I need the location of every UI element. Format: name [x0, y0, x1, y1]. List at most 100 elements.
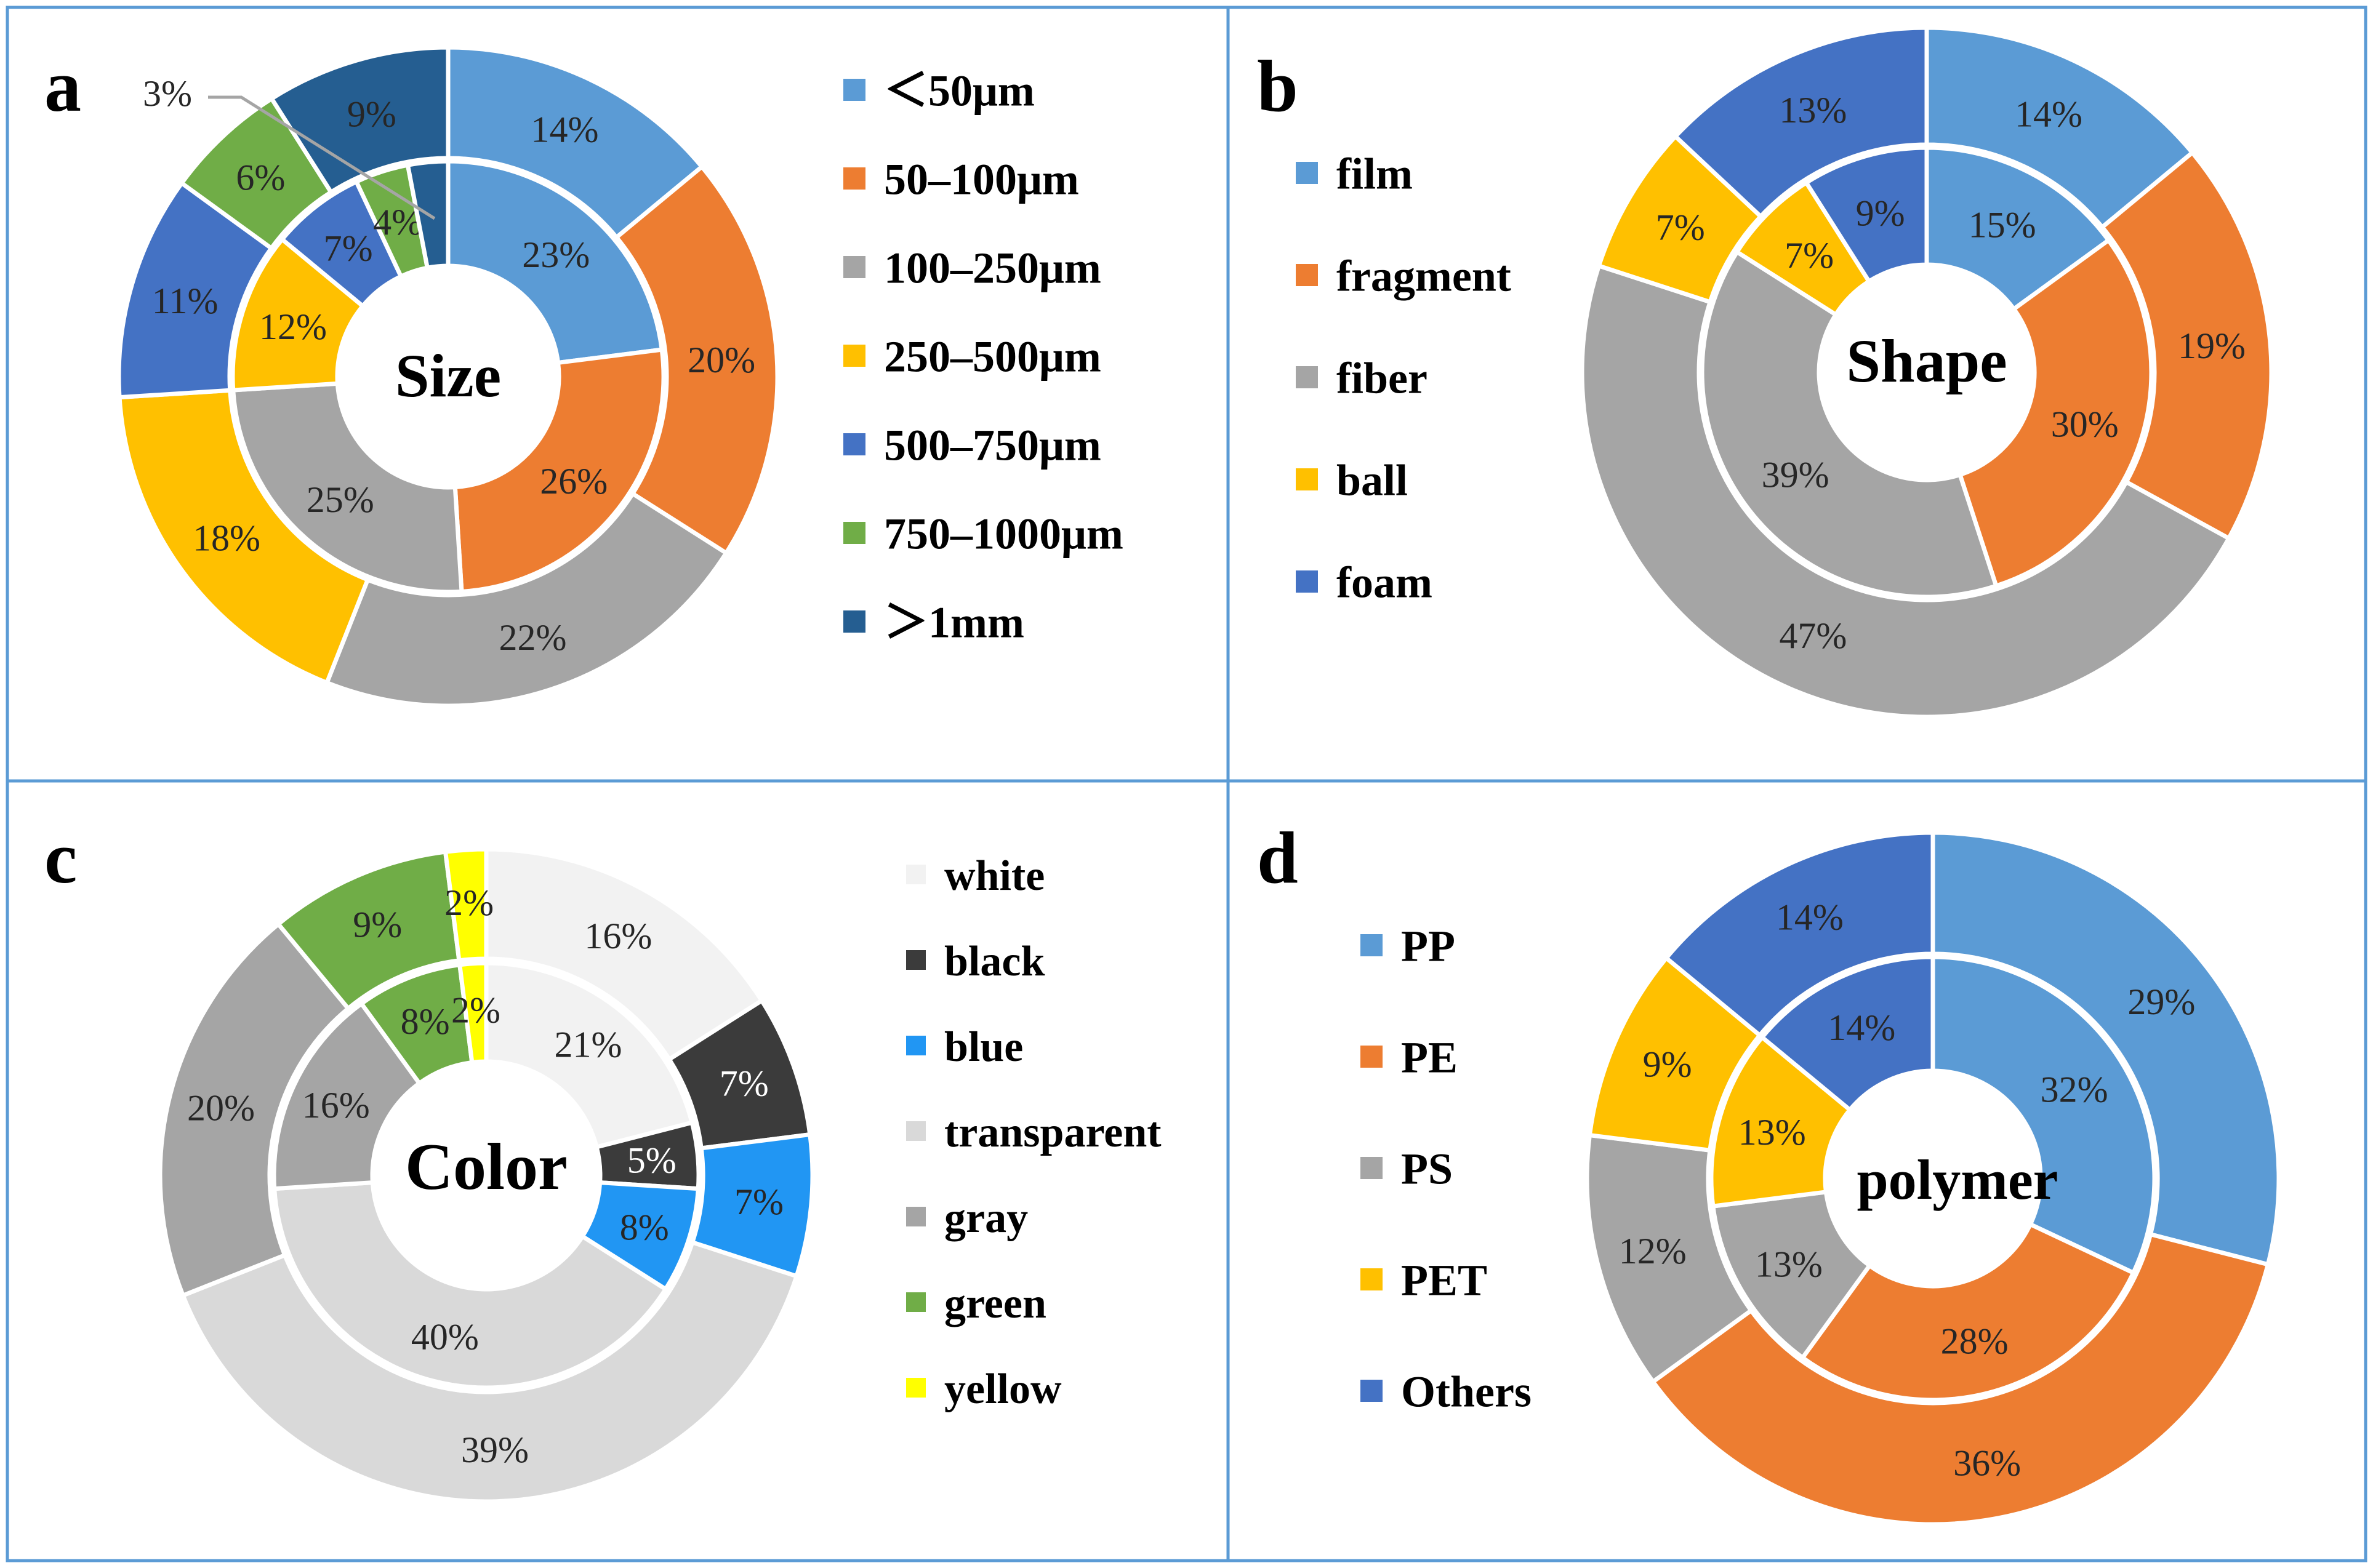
color-legend-swatch-blue	[906, 1036, 926, 1055]
color-legend-swatch-black	[906, 950, 926, 970]
shape-inner-slice-film	[1924, 145, 2112, 313]
polymer-outer-slice-pp	[1930, 830, 2281, 1268]
polymer-outer-slice-pe	[1650, 1231, 2271, 1527]
polymer-legend: PP PE PS PET Others	[1360, 922, 1532, 1417]
shape-legend-swatch-film	[1296, 162, 1318, 184]
size-legend-swatch-750-1000-m	[843, 522, 865, 544]
size-legend-swatch-250-500-m	[843, 345, 865, 367]
size-doughnut: 23%26%25%12%7%4%3%14%20%22%18%11%6%9%	[116, 45, 780, 708]
color-outer-label-blue: 7%	[734, 1182, 784, 1222]
shape-inner-label-ball: 7%	[1785, 235, 1834, 276]
size-inner-label-50-m: 23%	[522, 234, 590, 275]
size-inner-label-500-750-m: 7%	[324, 228, 373, 269]
polymer-legend-label-pp: PP	[1401, 922, 1455, 971]
size-legend-label-50-100-m: 50–100μm	[884, 155, 1079, 204]
color-outer-label-transparent: 39%	[461, 1430, 529, 1470]
color-legend-swatch-transparent	[906, 1121, 926, 1141]
shape-doughnut: 15% 30% 39% 7% 9% 14% 19% 47% 7% 13%	[1580, 25, 2274, 719]
color-legend-label-blue: blue	[944, 1023, 1023, 1071]
polymer-legend-label-others: Others	[1401, 1367, 1532, 1417]
shape-legend-label-fiber: fiber	[1336, 354, 1427, 403]
size-legend-swatch-1mm	[843, 610, 865, 633]
size-legend-label-1mm: ＞1mm	[884, 598, 1024, 647]
color-doughnut: 21%5%8%40%16%8% 2%16%7%7%39%20%9%2%	[158, 847, 815, 1504]
shape-outer-label-fragment: 19%	[2178, 326, 2246, 366]
polymer-inner-slice-others	[1759, 954, 1935, 1113]
color-inner-label-gray: 16%	[302, 1085, 370, 1126]
shape-legend-swatch-fragment	[1296, 264, 1318, 286]
polymer-outer-slice-others	[1663, 830, 1935, 1039]
polymer-legend-swatch-pp	[1360, 934, 1383, 956]
shape-inner-slice-foam	[1803, 145, 1929, 285]
size-inner-slice-50-100-m	[452, 347, 666, 594]
color-inner-label-white: 21%	[554, 1025, 622, 1065]
size-legend-swatch-50-100-m	[843, 167, 865, 190]
panel-letter-d: d	[1257, 817, 1298, 898]
color-legend-label-white: white	[944, 852, 1045, 900]
color-outer-label-yellow: 2%	[444, 882, 494, 923]
size-outer-label-750-1000-m: 6%	[236, 158, 285, 198]
size-outer-label-50-m: 14%	[531, 109, 598, 150]
polymer-inner-slice-pe	[1799, 1221, 2137, 1402]
size-inner-slice-100-250-m	[230, 381, 464, 594]
color-inner-slice-gray	[271, 1000, 423, 1191]
polymer-inner-label-ps: 13%	[1755, 1244, 1823, 1284]
shape-outer-slice-foam	[1672, 25, 1929, 220]
panel-letter-c: c	[44, 817, 77, 898]
color-inner-slice-transparent	[271, 1180, 669, 1390]
color-legend-label-gray: gray	[944, 1194, 1028, 1242]
shape-legend-label-foam: foam	[1336, 558, 1432, 607]
polymer-outer-label-others: 14%	[1776, 897, 1844, 938]
color-legend-swatch-green	[906, 1292, 926, 1312]
color-outer-slice-gray	[158, 921, 351, 1298]
color-legend-swatch-white	[906, 865, 926, 884]
color-legend-label-black: black	[944, 938, 1045, 985]
polymer-outer-label-pe: 36%	[1953, 1443, 2021, 1484]
shape-legend-label-ball: ball	[1336, 456, 1408, 505]
polymer-inner-label-pp: 32%	[2041, 1069, 2108, 1110]
polymer-outer-label-pp: 29%	[2127, 982, 2195, 1022]
size-legend-label-250-500-m: 250–500μm	[884, 332, 1101, 382]
polymer-legend-swatch-others	[1360, 1380, 1383, 1402]
size-outer-slice-50-m	[446, 45, 705, 241]
polymer-inner-label-pe: 28%	[1941, 1321, 2009, 1361]
polymer-inner-slice-pp	[1930, 954, 2157, 1276]
shape-legend-swatch-fiber	[1296, 366, 1318, 388]
shape-inner-label-fragment: 30%	[2051, 404, 2119, 444]
color-inner-slice-yellow	[457, 961, 489, 1065]
size-legend: ＜50μm 50–100μm 100–250μm 250–500μm 500–750μm…	[843, 66, 1123, 647]
polymer-legend-swatch-pe	[1360, 1046, 1383, 1068]
size-outer-slice-50-100-m	[613, 164, 780, 556]
color-outer-slice-transparent	[180, 1239, 800, 1504]
polymer-outer-label-ps: 12%	[1619, 1231, 1687, 1271]
color-outer-slice-yellow	[443, 847, 489, 963]
size-outer-label-250-500-m: 18%	[193, 518, 260, 559]
color-inner-label-transparent: 40%	[411, 1317, 479, 1358]
size-legend-swatch-500-750-m	[843, 433, 865, 455]
color-inner-label-blue: 8%	[620, 1207, 669, 1247]
shape-legend-label-film: film	[1336, 150, 1413, 199]
polymer-inner-label-others: 14%	[1828, 1007, 1895, 1048]
shape-inner-label-fiber: 39%	[1762, 454, 1829, 495]
size-3pct-leader-line	[208, 95, 436, 220]
shape-outer-slice-fiber	[1580, 263, 2232, 719]
size-legend-label-100-250-m: 100–250μm	[884, 244, 1101, 293]
size-legend-label-750-1000-m: 750–1000μm	[884, 510, 1123, 559]
panel-letter-a: a	[44, 45, 81, 127]
shape-inner-slice-fragment	[1957, 237, 2154, 589]
color-center-label: Color	[405, 1130, 568, 1204]
polymer-legend-swatch-pet	[1360, 1268, 1383, 1290]
polymer-inner-slice-pet	[1709, 1034, 1853, 1209]
color-legend-swatch-gray	[906, 1207, 926, 1226]
polymer-inner-slice-ps	[1710, 1190, 1873, 1361]
color-outer-label-white: 16%	[584, 916, 652, 956]
size-inner-slice-50-m	[446, 159, 665, 366]
color-outer-label-black: 7%	[720, 1063, 769, 1103]
polymer-legend-label-pet: PET	[1401, 1256, 1487, 1305]
shape-outer-label-ball: 7%	[1656, 207, 1705, 247]
size-legend-label-50-m: ＜50μm	[884, 66, 1035, 116]
size-outer-slice-100-250-m	[324, 490, 729, 708]
polymer-legend-swatch-ps	[1360, 1157, 1383, 1179]
shape-inner-label-film: 15%	[1969, 204, 2036, 245]
